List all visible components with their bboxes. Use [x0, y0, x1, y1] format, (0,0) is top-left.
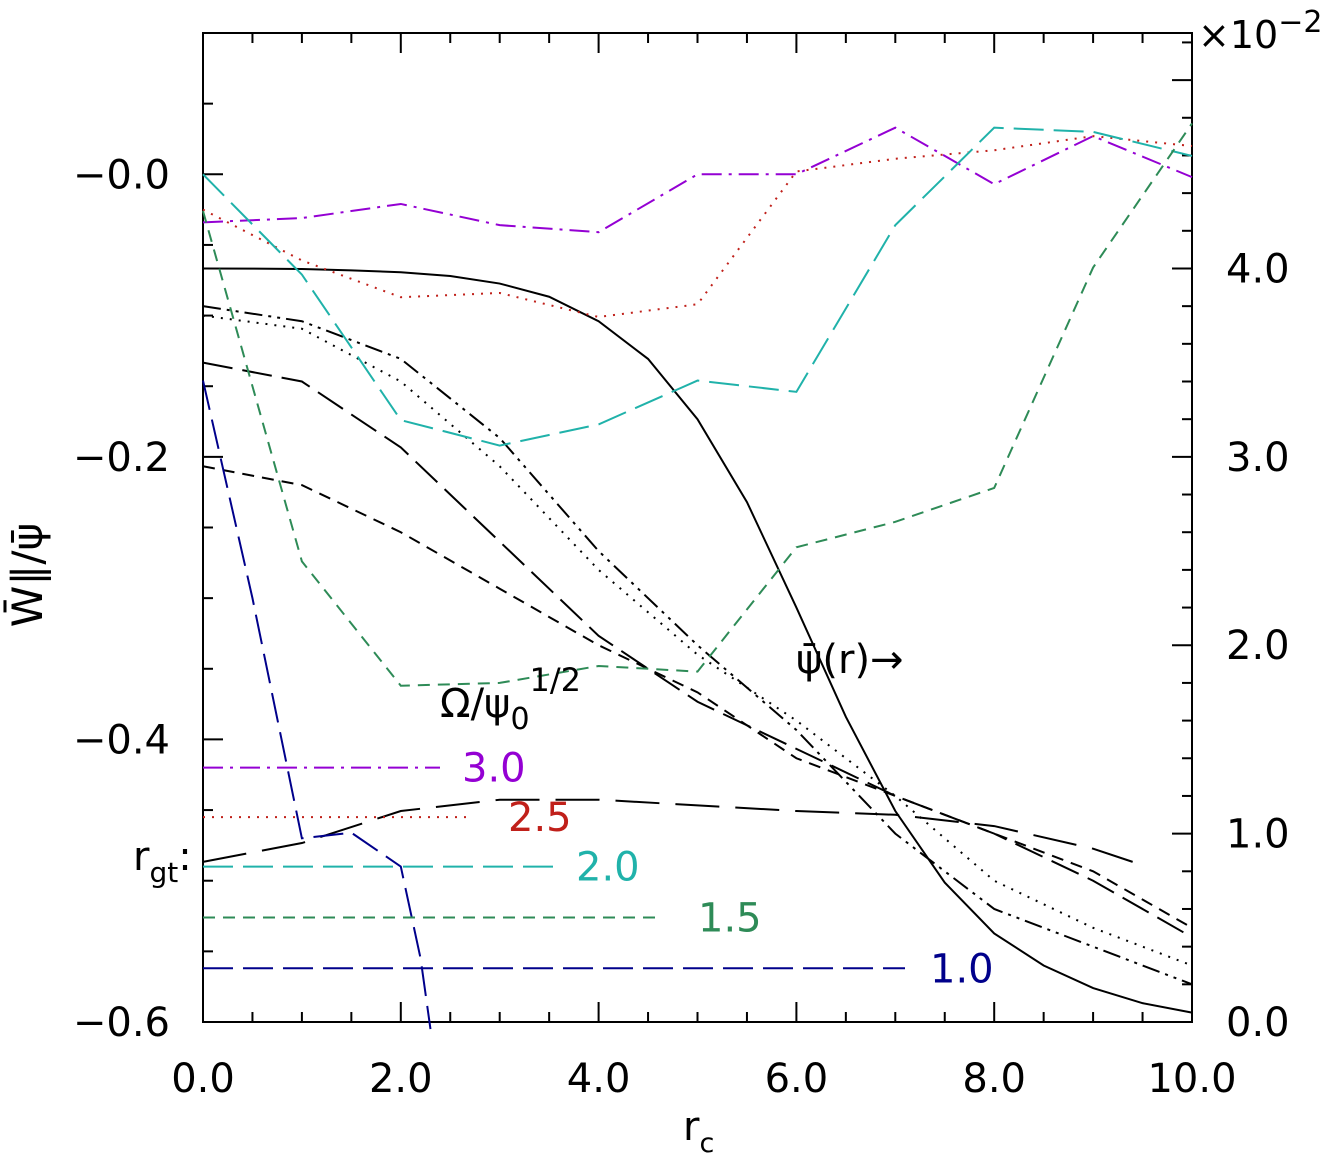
- x-tick-label: 10.0: [1147, 1056, 1236, 1102]
- x-tick-label: 8.0: [962, 1056, 1026, 1102]
- y-tick-label-left: −0.4: [73, 717, 170, 763]
- legend-label-2-5: 2.5: [508, 795, 572, 841]
- black-series-line: [202, 314, 1193, 967]
- x-axis-title: rc: [683, 1104, 714, 1159]
- series-group: [202, 122, 1193, 1030]
- rgt-label: rgt:: [133, 834, 192, 889]
- omega-series-line-1-5: [202, 122, 1193, 687]
- legend-label-3-0: 3.0: [462, 746, 526, 792]
- legend-label-1-0: 1.0: [930, 946, 994, 992]
- psi-curve-label: ψ̄(r)→: [796, 637, 904, 683]
- omega-series-line-2-5: [202, 135, 1193, 318]
- x-tick-label: 4.0: [567, 1056, 631, 1102]
- y-tick-label-right: 0.0: [1226, 1000, 1290, 1046]
- y-axis-title-left: W̄∥/ψ̄: [1, 523, 52, 627]
- omega-series-line-2-0: [202, 126, 1193, 447]
- x-tick-label: 6.0: [765, 1056, 829, 1102]
- legend-group: 3.02.52.0 1.5 1.0: [203, 746, 994, 992]
- omega-series-line-1-0: [202, 380, 432, 1030]
- plot-frame: [202, 32, 1193, 1023]
- tick-labels: 0.0 2.0 4.0 6.0 8.0 10.0−0.0−0.2−0.4−0.6 0.01.…: [73, 152, 1290, 1102]
- y-tick-label-right: 3.0: [1226, 435, 1290, 481]
- y-tick-label-left: −0.6: [73, 1000, 170, 1046]
- omega-series-line-3-0: [202, 126, 1193, 234]
- y-tick-label-right: 4.0: [1226, 246, 1290, 292]
- psi-curve: [202, 267, 1193, 1014]
- black-series-line: [202, 361, 1193, 939]
- legend-label-1-5: 1.5: [698, 895, 762, 941]
- axis-ticks: [202, 32, 1193, 1023]
- y-tick-label-right: 2.0: [1226, 623, 1290, 669]
- y-tick-label-left: −0.0: [73, 152, 170, 198]
- black-series-line: [202, 305, 1193, 986]
- black-series-line: [202, 798, 1133, 863]
- omega-legend-title: Ω/ψ01/2: [440, 661, 581, 737]
- right-axis-multiplier: ×10−2: [1198, 5, 1322, 57]
- y-tick-label-left: −0.2: [73, 435, 170, 481]
- y-tick-label-right: 1.0: [1226, 812, 1290, 858]
- x-tick-label: 2.0: [369, 1056, 433, 1102]
- black-series-line: [202, 465, 1193, 929]
- legend-label-2-0: 2.0: [576, 845, 640, 891]
- x-tick-label: 0.0: [171, 1056, 235, 1102]
